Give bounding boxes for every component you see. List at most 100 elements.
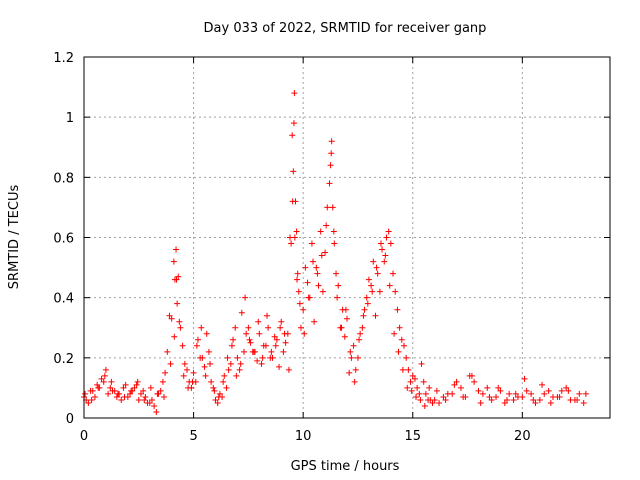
data-point: [154, 390, 161, 397]
data-point: [514, 393, 521, 400]
data-point: [547, 399, 554, 406]
data-point: [550, 393, 557, 400]
data-point: [273, 336, 280, 343]
data-point: [228, 342, 235, 349]
data-point: [370, 258, 377, 265]
data-point: [255, 318, 262, 325]
data-point: [304, 279, 311, 286]
data-point: [296, 300, 303, 307]
data-point: [541, 390, 548, 397]
data-point: [268, 348, 275, 355]
data-point: [425, 396, 432, 403]
data-point: [133, 381, 140, 388]
data-point: [121, 393, 128, 400]
data-point: [179, 342, 186, 349]
data-point: [444, 390, 451, 397]
data-point: [288, 240, 295, 247]
data-point: [113, 393, 120, 400]
data-point: [240, 348, 247, 355]
data-point: [134, 378, 141, 385]
data-point: [565, 387, 572, 394]
data-point: [194, 336, 201, 343]
data-point: [181, 360, 188, 367]
data-point: [185, 384, 192, 391]
data-point: [197, 354, 204, 361]
data-point: [361, 306, 368, 313]
data-point: [236, 366, 243, 373]
data-point: [318, 252, 325, 259]
data-point: [242, 294, 249, 301]
data-point: [479, 390, 486, 397]
data-point: [326, 180, 333, 187]
data-point: [91, 393, 98, 400]
data-point: [280, 348, 287, 355]
data-point: [426, 384, 433, 391]
data-point: [413, 393, 420, 400]
data-point: [359, 324, 366, 331]
data-point: [140, 387, 147, 394]
data-point: [243, 330, 250, 337]
data-point: [334, 294, 341, 301]
data-point: [102, 366, 109, 373]
data-point: [528, 390, 535, 397]
data-point: [311, 318, 318, 325]
data-point: [221, 372, 228, 379]
data-point: [407, 378, 414, 385]
data-point: [254, 357, 261, 364]
data-point: [173, 276, 180, 283]
data-point: [323, 222, 330, 229]
data-point: [433, 387, 440, 394]
x-tick-label: 0: [80, 429, 88, 444]
data-point: [87, 387, 94, 394]
data-point: [386, 282, 393, 289]
data-point: [376, 288, 383, 295]
data-point: [335, 282, 342, 289]
data-point: [523, 387, 530, 394]
data-point: [395, 348, 402, 355]
data-point: [184, 366, 191, 373]
data-point: [151, 402, 158, 409]
data-point: [442, 396, 449, 403]
data-point: [159, 378, 166, 385]
data-point: [122, 381, 129, 388]
data-point: [422, 390, 429, 397]
data-point: [484, 384, 491, 391]
data-point: [166, 312, 173, 319]
data-point: [290, 168, 297, 175]
data-point: [210, 384, 217, 391]
data-point: [404, 384, 411, 391]
data-point: [208, 378, 215, 385]
data-point: [271, 333, 278, 340]
x-axis-label: GPS time / hours: [291, 459, 400, 474]
data-point: [468, 372, 475, 379]
data-point: [322, 249, 329, 256]
data-point: [118, 396, 125, 403]
data-point: [313, 264, 320, 271]
data-point: [350, 342, 357, 349]
data-point: [173, 246, 180, 253]
y-tick-label: 0.8: [53, 171, 74, 186]
data-point: [289, 132, 296, 139]
data-point: [293, 228, 300, 235]
data-point: [101, 372, 108, 379]
data-point: [392, 288, 399, 295]
data-point: [351, 378, 358, 385]
data-point: [399, 366, 406, 373]
data-point: [171, 333, 178, 340]
data-point: [347, 348, 354, 355]
y-tick-label: 0.2: [53, 352, 74, 367]
data-point: [198, 324, 205, 331]
data-point: [329, 204, 336, 211]
data-point: [135, 396, 142, 403]
data-point: [190, 369, 197, 376]
data-point: [233, 372, 240, 379]
data-point: [276, 363, 283, 370]
data-point: [440, 393, 447, 400]
data-point: [391, 330, 398, 337]
data-point: [107, 384, 114, 391]
data-point: [282, 339, 289, 346]
data-point: [300, 306, 307, 313]
data-point: [301, 330, 308, 337]
data-point: [265, 324, 272, 331]
data-point: [164, 348, 171, 355]
